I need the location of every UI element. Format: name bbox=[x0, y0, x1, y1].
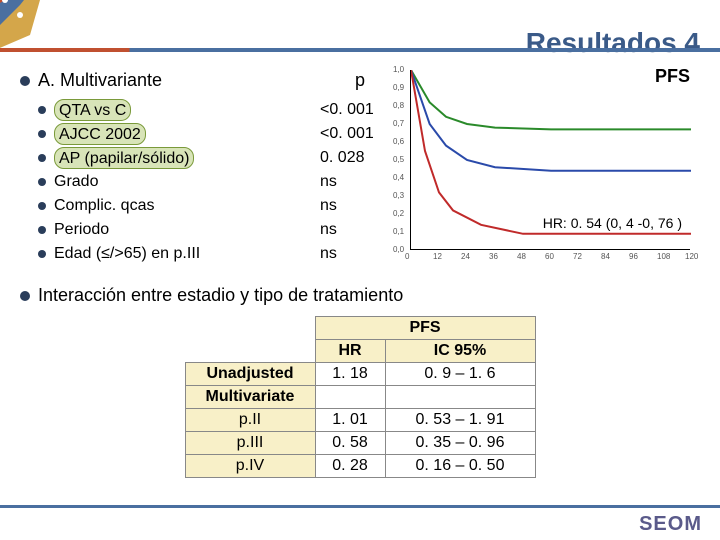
mv-row-label: QTA vs C bbox=[54, 99, 131, 121]
table-row-label: p.III bbox=[185, 432, 315, 455]
bullet-icon bbox=[38, 130, 46, 138]
chart-y-tick: 0,2 bbox=[393, 209, 404, 218]
mv-row-label: AP (papilar/sólido) bbox=[54, 147, 194, 169]
interaction-header: Interacción entre estadio y tipo de trat… bbox=[38, 285, 403, 306]
table-cell-ic: 0. 53 – 1. 91 bbox=[385, 409, 535, 432]
table-row-label: p.II bbox=[185, 409, 315, 432]
chart-y-tick: 0,9 bbox=[393, 83, 404, 92]
table-row: p.II1. 010. 53 – 1. 91 bbox=[185, 409, 535, 432]
table-cell-hr: 1. 18 bbox=[315, 363, 385, 386]
mv-row-label: AJCC 2002 bbox=[54, 123, 146, 145]
pfs-chart-label: PFS bbox=[655, 66, 690, 87]
table-cell-ic bbox=[385, 386, 535, 409]
bullet-icon bbox=[38, 106, 46, 114]
pfs-chart: PFS HR: 0. 54 (0, 4 -0, 76 ) 01224364860… bbox=[410, 70, 690, 250]
slide-title: Resultados 4 bbox=[0, 27, 720, 59]
table-super-header: PFS bbox=[315, 317, 535, 340]
table-cell-ic: 0. 9 – 1. 6 bbox=[385, 363, 535, 386]
chart-y-tick: 0,7 bbox=[393, 119, 404, 128]
bullet-icon bbox=[38, 178, 46, 186]
bullet-icon bbox=[38, 226, 46, 234]
chart-y-tick: 0,6 bbox=[393, 137, 404, 146]
chart-y-tick: 0,1 bbox=[393, 227, 404, 236]
multivariante-labels: QTA vs CAJCC 2002AP (papilar/sólido)Grad… bbox=[38, 99, 320, 265]
table-row-label: Unadjusted bbox=[185, 363, 315, 386]
chart-curve bbox=[411, 70, 691, 234]
bullet-icon bbox=[38, 154, 46, 162]
table-row: Unadjusted1. 180. 9 – 1. 6 bbox=[185, 363, 535, 386]
bullet-icon bbox=[38, 250, 46, 258]
mv-row-label: Complic. qcas bbox=[54, 195, 154, 217]
table-col-ic: IC 95% bbox=[385, 340, 535, 363]
mv-row-label: Edad (≤/>65) en p.III bbox=[54, 243, 200, 265]
table-cell-ic: 0. 16 – 0. 50 bbox=[385, 455, 535, 478]
table-row: Multivariate bbox=[185, 386, 535, 409]
chart-y-tick: 0,3 bbox=[393, 191, 404, 200]
chart-x-tick: 108 bbox=[657, 252, 670, 261]
table-row: p.III0. 580. 35 – 0. 96 bbox=[185, 432, 535, 455]
table-row-label: p.IV bbox=[185, 455, 315, 478]
chart-x-tick: 84 bbox=[601, 252, 610, 261]
table-cell-hr: 0. 58 bbox=[315, 432, 385, 455]
chart-y-tick: 0,0 bbox=[393, 245, 404, 254]
mv-row-label: Periodo bbox=[54, 219, 109, 241]
chart-x-tick: 120 bbox=[685, 252, 698, 261]
chart-curve bbox=[411, 70, 691, 129]
pfs-table: PFS HR IC 95% Unadjusted1. 180. 9 – 1. 6… bbox=[185, 316, 536, 478]
table-cell-ic: 0. 35 – 0. 96 bbox=[385, 432, 535, 455]
chart-x-tick: 72 bbox=[573, 252, 582, 261]
footer-line bbox=[0, 505, 720, 508]
seom-logo: SEOM bbox=[639, 513, 702, 536]
table-cell-hr bbox=[315, 386, 385, 409]
bullet-icon bbox=[20, 76, 30, 86]
pfs-hr-text: HR: 0. 54 (0, 4 -0, 76 ) bbox=[543, 215, 682, 231]
chart-x-tick: 48 bbox=[517, 252, 526, 261]
chart-y-tick: 0,5 bbox=[393, 155, 404, 164]
chart-x-tick: 12 bbox=[433, 252, 442, 261]
bullet-icon bbox=[20, 291, 30, 301]
title-underline bbox=[0, 48, 720, 52]
chart-y-tick: 1,0 bbox=[393, 65, 404, 74]
table-cell-hr: 0. 28 bbox=[315, 455, 385, 478]
multivariante-block: A. Multivariante QTA vs CAJCC 2002AP (pa… bbox=[20, 70, 700, 267]
chart-y-tick: 0,8 bbox=[393, 101, 404, 110]
table-col-hr: HR bbox=[315, 340, 385, 363]
chart-x-tick: 36 bbox=[489, 252, 498, 261]
chart-x-tick: 24 bbox=[461, 252, 470, 261]
table-cell-hr: 1. 01 bbox=[315, 409, 385, 432]
table-row-label: Multivariate bbox=[185, 386, 315, 409]
table-row: p.IV0. 280. 16 – 0. 50 bbox=[185, 455, 535, 478]
mv-row-label: Grado bbox=[54, 171, 98, 193]
chart-y-tick: 0,4 bbox=[393, 173, 404, 182]
chart-x-tick: 60 bbox=[545, 252, 554, 261]
chart-x-tick: 96 bbox=[629, 252, 638, 261]
chart-curve bbox=[411, 70, 691, 171]
multivariante-header: A. Multivariante bbox=[38, 70, 162, 91]
chart-x-tick: 0 bbox=[405, 252, 409, 261]
bullet-icon bbox=[38, 202, 46, 210]
